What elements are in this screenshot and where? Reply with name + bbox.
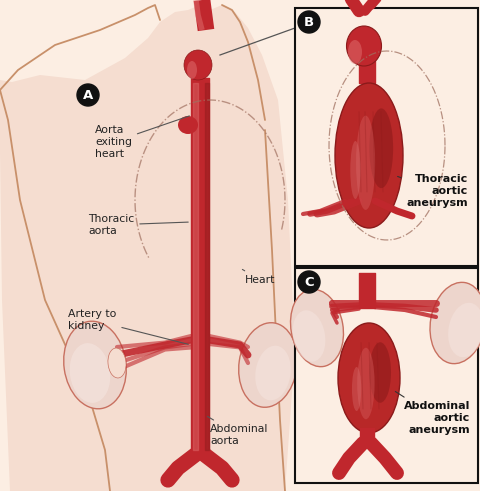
Ellipse shape — [178, 116, 198, 134]
Ellipse shape — [347, 26, 382, 66]
FancyBboxPatch shape — [295, 8, 478, 266]
Ellipse shape — [352, 367, 361, 411]
Ellipse shape — [187, 61, 197, 79]
Text: Artery to
kidney: Artery to kidney — [68, 309, 188, 344]
Ellipse shape — [357, 348, 374, 419]
Ellipse shape — [430, 282, 480, 364]
Ellipse shape — [255, 346, 291, 400]
Ellipse shape — [338, 323, 400, 433]
Circle shape — [298, 271, 320, 293]
Text: Thoracic
aorta: Thoracic aorta — [88, 214, 188, 236]
Ellipse shape — [369, 342, 391, 403]
Text: Abdominal
aortic
aneurysm: Abdominal aortic aneurysm — [396, 391, 470, 435]
Polygon shape — [0, 5, 295, 491]
Ellipse shape — [184, 50, 212, 80]
Ellipse shape — [293, 310, 325, 362]
Text: C: C — [304, 275, 314, 289]
Text: Aorta
exiting
heart: Aorta exiting heart — [95, 116, 190, 159]
Ellipse shape — [348, 40, 362, 64]
Ellipse shape — [70, 343, 110, 403]
FancyBboxPatch shape — [295, 268, 478, 483]
Circle shape — [77, 84, 99, 106]
Ellipse shape — [369, 109, 393, 188]
Text: Abdominal
aorta: Abdominal aorta — [207, 416, 268, 446]
Ellipse shape — [239, 323, 297, 407]
Circle shape — [298, 11, 320, 33]
Ellipse shape — [335, 83, 403, 228]
Ellipse shape — [290, 289, 344, 367]
Ellipse shape — [108, 348, 126, 378]
Ellipse shape — [356, 115, 375, 210]
Ellipse shape — [350, 141, 360, 199]
Ellipse shape — [448, 303, 480, 357]
Text: Thoracic
aortic
aneurysm: Thoracic aortic aneurysm — [397, 174, 468, 208]
Text: B: B — [304, 16, 314, 28]
Text: Heart: Heart — [242, 270, 276, 285]
Ellipse shape — [64, 321, 126, 409]
Text: A: A — [83, 88, 93, 102]
